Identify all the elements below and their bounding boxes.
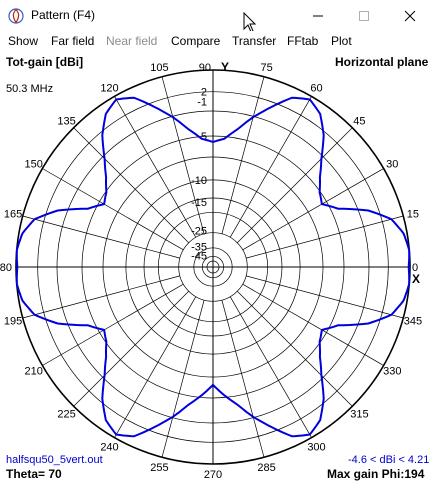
grid-spoke (237, 291, 353, 407)
ring-label: -1 (197, 97, 207, 109)
ring-label: -5 (197, 131, 207, 143)
grid-spoke (73, 127, 189, 243)
menu-compare[interactable]: Compare (171, 34, 221, 48)
maximize-button[interactable] (341, 0, 387, 31)
angle-label: 195 (4, 316, 22, 328)
minimize-button[interactable] (295, 0, 341, 31)
trace-layer (15, 96, 411, 438)
filename-label: halfsqu50_5vert.out (6, 454, 103, 466)
grid-spokes (16, 70, 410, 464)
grid-spoke (229, 96, 312, 238)
ring-label: -25 (191, 226, 207, 238)
angle-label: 75 (260, 62, 272, 74)
angle-label: 45 (353, 116, 365, 128)
grid-spoke (42, 283, 184, 366)
angle-label: 225 (57, 408, 75, 420)
ring-label: -45 (191, 251, 207, 263)
ring-label: 2 (201, 87, 207, 99)
grid-spoke (246, 275, 404, 319)
angle-label: 135 (57, 116, 75, 128)
grid-spoke (161, 300, 205, 458)
pattern-plot-area[interactable]: 2 -1 -5 -10 -15 -25 -35 -45 0 15 30 45 60 75 105 120 13… (0, 51, 433, 483)
menu-show[interactable]: Show (8, 34, 39, 48)
angle-label: 150 (25, 159, 43, 171)
angle-label: 270 (204, 469, 222, 481)
ring-label: -35 (191, 242, 207, 254)
grid-spoke (161, 76, 205, 234)
angle-label: 330 (383, 366, 401, 378)
grid-spoke (237, 127, 353, 243)
frequency-label: 50.3 MHz (6, 83, 54, 95)
window-title: Pattern (F4) (31, 8, 96, 22)
ring-label: -10 (191, 175, 207, 187)
menu-plot[interactable]: Plot (331, 34, 352, 48)
menu-bar: Show Far field Near field Compare Transf… (0, 31, 433, 51)
menu-far-field[interactable]: Far field (51, 34, 95, 48)
maximize-icon (359, 11, 369, 21)
angle-label: 30 (386, 159, 398, 171)
angle-label: 165 (4, 208, 22, 220)
grid-spoke (22, 215, 180, 259)
angle-label: 240 (100, 441, 118, 453)
menu-fftab[interactable]: FFtab (287, 34, 319, 48)
gain-unit-label: Tot-gain [dBi] (6, 55, 84, 69)
menu-transfer[interactable]: Transfer (232, 34, 277, 48)
angle-label: 120 (100, 83, 118, 95)
angle-labels: 0 15 30 45 60 75 105 120 135 150 165 180 195 210 225 24… (0, 62, 422, 481)
angle-label: 0 (412, 262, 418, 274)
polar-plot: 2-1 -5 -10 -15 -25 -35-45 0 15 30 45 60 75 105 120 13… (0, 60, 422, 481)
angle-label: 60 (310, 83, 322, 95)
grid-spoke (242, 168, 384, 251)
gain-range-label: -4.6 < dBi < 4.21 (348, 454, 430, 466)
angle-label: 180 (0, 262, 12, 274)
grid-spoke (221, 76, 265, 234)
grid-spoke (42, 168, 184, 251)
angle-label: 345 (404, 316, 422, 328)
minimize-icon (313, 15, 323, 17)
angle-label: 210 (25, 366, 43, 378)
max-gain-label: Max gain Phi:194 (327, 467, 425, 481)
theta-label: Theta= 70 (6, 467, 62, 481)
gain-trace (15, 96, 411, 438)
angle-label: 90 (199, 62, 211, 74)
close-icon (404, 10, 416, 22)
y-axis-label: Y (221, 60, 229, 74)
title-bar[interactable]: Pattern (F4) (0, 0, 433, 33)
grid-spoke (221, 300, 265, 458)
ring-label: -15 (191, 197, 207, 209)
angle-label: 105 (150, 62, 168, 74)
x-axis-label: X (412, 272, 420, 286)
plane-label: Horizontal plane (335, 55, 429, 69)
angle-label: 315 (350, 408, 368, 420)
close-button[interactable] (387, 0, 433, 31)
grid-spoke (22, 275, 180, 319)
grid-spoke (242, 283, 384, 366)
angle-label: 15 (407, 208, 419, 220)
angle-label: 285 (257, 462, 275, 474)
ring-labels: 2-1 -5 -10 -15 -25 -35-45 (191, 87, 207, 263)
grid-spoke (73, 291, 189, 407)
grid-spoke (114, 296, 197, 438)
angle-label: 300 (307, 441, 325, 453)
grid-spoke (114, 96, 197, 238)
grid-spoke (229, 296, 312, 438)
grid-spoke (246, 215, 404, 259)
angle-label: 255 (150, 462, 168, 474)
pattern-app-icon (8, 8, 24, 24)
menu-near-field[interactable]: Near field (106, 34, 158, 48)
